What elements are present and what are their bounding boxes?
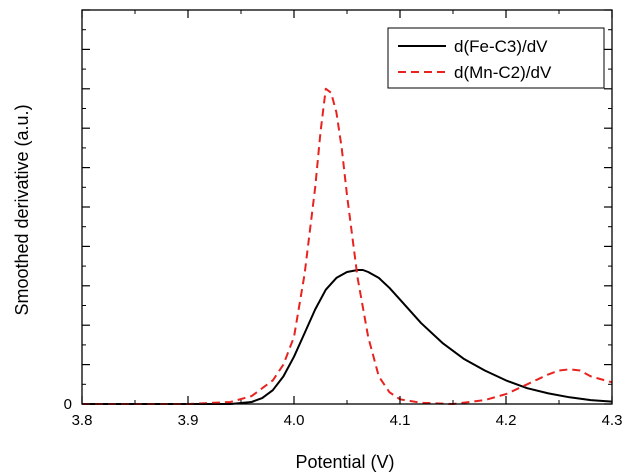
x-tick-label: 4.3 [602,412,623,429]
x-tick-label: 3.8 [72,412,93,429]
x-tick-label: 4.0 [284,412,305,429]
plot-area [82,87,613,405]
x-axis-title: Potential (V) [295,452,394,472]
y-axis-title: Smoothed derivative (a.u.) [12,104,32,315]
legend-label-2: d(Mn-C2)/dV [454,63,552,82]
y-tick-label: 0 [64,396,72,413]
axes: 3.8 3.9 4.0 4.1 4.2 4.3 0 [64,9,623,429]
series-line-2 [82,87,613,405]
x-tick-label: 4.2 [496,412,517,429]
legend-box [387,27,605,89]
series-line-1 [82,269,613,405]
legend-label-1: d(Fe-C3)/dV [454,37,548,56]
x-tick-label: 3.9 [178,412,199,429]
x-tick-label: 4.1 [390,412,411,429]
legend: d(Fe-C3)/dV d(Mn-C2)/dV [387,27,605,89]
